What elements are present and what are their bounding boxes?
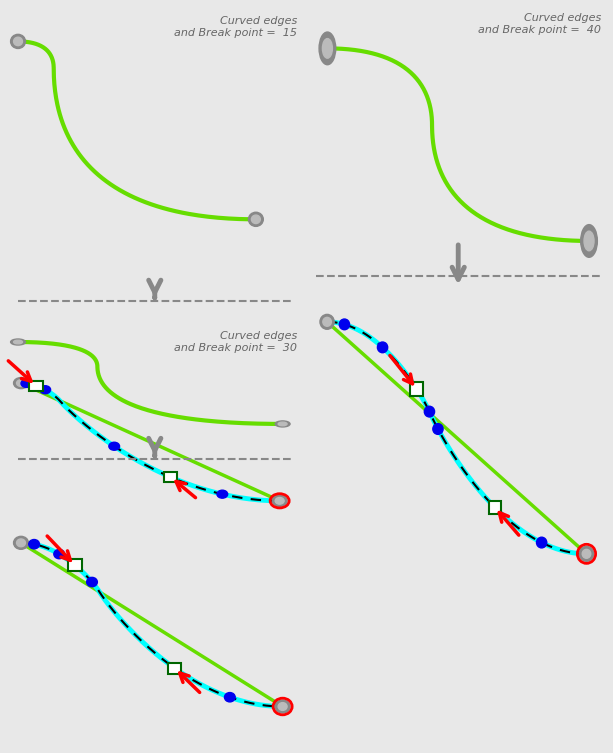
Circle shape [21,380,32,388]
Bar [489,501,501,514]
Circle shape [582,550,591,558]
Circle shape [339,319,349,330]
Circle shape [278,422,287,425]
Circle shape [278,703,287,710]
Circle shape [322,38,332,58]
Circle shape [275,700,290,713]
Circle shape [17,380,26,386]
Circle shape [109,442,120,450]
Bar [69,559,82,571]
Bar [29,381,42,391]
Circle shape [320,315,334,329]
Circle shape [272,495,287,506]
Text: Curved edges
and Break point =  30: Curved edges and Break point = 30 [175,331,297,352]
Text: Curved edges
and Break point =  15: Curved edges and Break point = 15 [175,16,297,38]
Circle shape [217,490,227,498]
Circle shape [536,537,547,548]
Bar [169,663,181,674]
Circle shape [86,578,97,587]
Circle shape [13,37,23,46]
Circle shape [40,386,51,394]
Circle shape [17,539,26,547]
Circle shape [54,550,64,559]
Circle shape [275,498,284,505]
Circle shape [13,340,23,344]
Circle shape [579,547,593,561]
Bar [164,472,177,482]
Circle shape [319,32,336,65]
Circle shape [10,339,26,345]
Circle shape [323,317,332,326]
Circle shape [275,421,290,427]
Bar [411,383,423,395]
Circle shape [13,377,28,389]
Circle shape [433,424,443,434]
Circle shape [13,536,28,550]
Circle shape [224,693,235,702]
Circle shape [10,35,26,48]
Circle shape [584,231,594,251]
Circle shape [581,224,597,258]
Circle shape [29,539,39,549]
Circle shape [378,342,387,352]
Text: Curved edges
and Break point =  40: Curved edges and Break point = 40 [478,14,601,35]
Circle shape [248,212,264,227]
Circle shape [251,215,261,224]
Circle shape [424,407,435,417]
